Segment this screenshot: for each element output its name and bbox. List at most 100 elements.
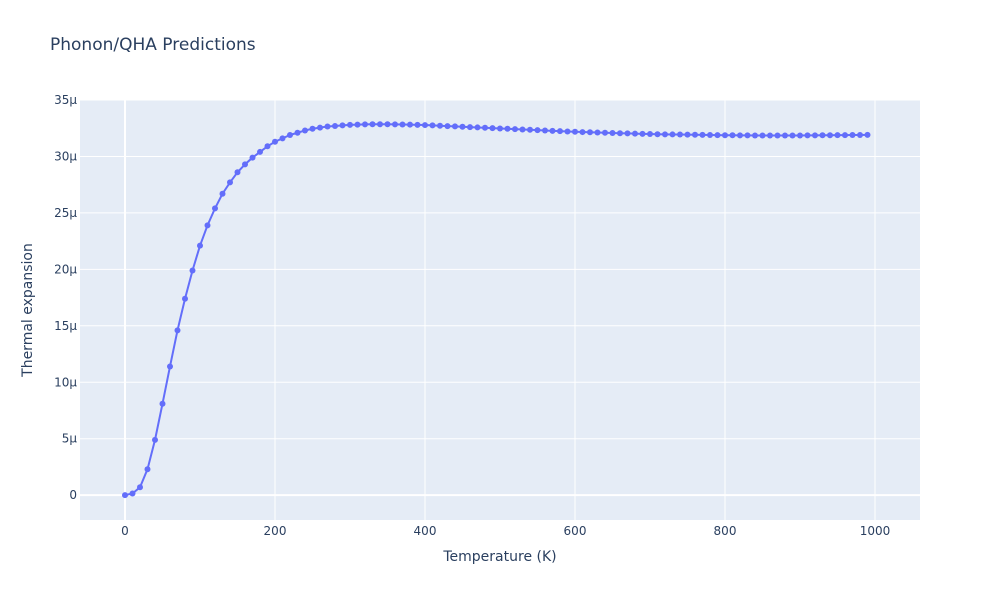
data-point[interactable] <box>827 132 833 139</box>
data-point[interactable] <box>249 154 256 161</box>
data-point[interactable] <box>564 128 571 135</box>
data-point[interactable] <box>122 492 128 499</box>
data-point[interactable] <box>512 126 518 133</box>
data-point[interactable] <box>744 132 751 139</box>
data-point[interactable] <box>842 132 848 139</box>
data-point[interactable] <box>474 124 481 131</box>
data-point[interactable] <box>422 122 428 129</box>
data-point[interactable] <box>467 124 473 131</box>
data-point[interactable] <box>789 132 796 139</box>
data-point[interactable] <box>317 124 323 131</box>
data-point[interactable] <box>362 121 368 128</box>
data-point[interactable] <box>542 127 548 134</box>
data-point[interactable] <box>332 122 338 129</box>
data-point[interactable] <box>159 400 166 407</box>
data-point[interactable] <box>204 222 211 229</box>
data-point[interactable] <box>527 126 533 133</box>
data-point[interactable] <box>699 131 706 138</box>
data-point[interactable] <box>294 129 301 136</box>
data-point[interactable] <box>572 128 578 135</box>
data-point[interactable] <box>647 130 653 137</box>
data-point[interactable] <box>287 132 293 138</box>
data-point[interactable] <box>594 129 601 136</box>
data-point[interactable] <box>437 122 443 129</box>
data-point[interactable] <box>549 127 556 134</box>
data-point[interactable] <box>257 148 263 155</box>
data-point[interactable] <box>354 121 361 128</box>
data-point[interactable] <box>152 436 158 443</box>
data-point[interactable] <box>782 132 788 139</box>
data-point[interactable] <box>339 122 346 129</box>
data-point[interactable] <box>617 130 623 137</box>
data-point[interactable] <box>602 129 608 136</box>
data-point[interactable] <box>677 131 683 138</box>
data-point[interactable] <box>812 132 818 139</box>
data-point[interactable] <box>684 131 691 138</box>
data-point[interactable] <box>459 123 466 130</box>
data-point[interactable] <box>324 123 331 130</box>
data-point[interactable] <box>392 121 398 128</box>
data-point[interactable] <box>857 132 863 138</box>
data-point[interactable] <box>302 127 308 134</box>
data-point[interactable] <box>279 135 286 142</box>
data-point[interactable] <box>264 143 271 150</box>
data-point[interactable] <box>729 132 736 139</box>
data-point[interactable] <box>174 327 181 334</box>
data-point[interactable] <box>429 122 436 129</box>
data-point[interactable] <box>804 132 811 139</box>
data-point[interactable] <box>714 132 721 139</box>
data-point[interactable] <box>414 121 421 128</box>
data-point[interactable] <box>129 490 136 497</box>
data-point[interactable] <box>639 130 646 137</box>
data-point[interactable] <box>819 132 826 139</box>
data-point[interactable] <box>737 132 743 139</box>
data-point[interactable] <box>219 190 226 197</box>
data-point[interactable] <box>234 169 241 176</box>
data-point[interactable] <box>579 129 586 136</box>
data-point[interactable] <box>834 132 841 139</box>
data-point[interactable] <box>369 121 376 128</box>
data-point[interactable] <box>347 121 353 128</box>
data-point[interactable] <box>609 129 616 136</box>
data-point[interactable] <box>692 131 698 138</box>
data-point[interactable] <box>452 123 458 130</box>
data-point[interactable] <box>167 363 173 370</box>
data-point[interactable] <box>309 125 316 132</box>
data-point[interactable] <box>182 295 188 302</box>
data-point[interactable] <box>497 125 503 132</box>
data-point[interactable] <box>669 131 676 138</box>
data-point[interactable] <box>272 138 278 145</box>
data-point[interactable] <box>384 121 391 128</box>
data-point[interactable] <box>519 126 526 133</box>
data-point[interactable] <box>849 132 856 138</box>
data-point[interactable] <box>587 129 593 136</box>
data-point[interactable] <box>212 205 218 212</box>
data-point[interactable] <box>632 130 638 137</box>
data-point[interactable] <box>482 124 488 131</box>
data-point[interactable] <box>504 125 511 132</box>
data-point[interactable] <box>144 466 151 473</box>
data-point[interactable] <box>534 127 541 134</box>
data-point[interactable] <box>774 132 781 139</box>
data-point[interactable] <box>797 132 803 139</box>
data-point[interactable] <box>227 179 233 186</box>
data-point[interactable] <box>444 123 451 130</box>
data-point[interactable] <box>557 128 563 135</box>
data-point[interactable] <box>662 131 668 138</box>
data-point[interactable] <box>759 132 766 139</box>
data-point[interactable] <box>197 242 203 249</box>
data-point[interactable] <box>377 121 383 128</box>
data-point[interactable] <box>752 132 758 139</box>
data-point[interactable] <box>489 125 496 132</box>
data-point[interactable] <box>654 131 661 138</box>
data-point[interactable] <box>399 121 406 128</box>
data-point[interactable] <box>864 131 871 138</box>
data-point[interactable] <box>722 132 728 139</box>
data-point[interactable] <box>242 161 248 168</box>
data-point[interactable] <box>707 132 713 138</box>
data-point[interactable] <box>137 484 143 491</box>
data-point[interactable] <box>767 132 773 139</box>
data-point[interactable] <box>624 130 631 137</box>
data-point[interactable] <box>189 267 196 274</box>
data-point[interactable] <box>407 121 413 128</box>
